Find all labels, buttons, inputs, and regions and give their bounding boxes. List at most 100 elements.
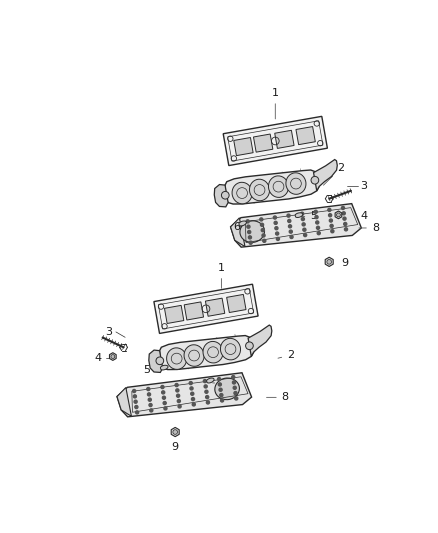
Circle shape <box>276 232 279 235</box>
Circle shape <box>246 342 253 350</box>
Circle shape <box>204 385 207 388</box>
Circle shape <box>328 208 331 212</box>
Polygon shape <box>335 211 342 219</box>
Ellipse shape <box>286 173 306 195</box>
Circle shape <box>289 225 292 228</box>
Polygon shape <box>234 138 253 156</box>
Circle shape <box>263 239 266 243</box>
Polygon shape <box>207 378 214 383</box>
Circle shape <box>342 212 345 215</box>
Circle shape <box>147 387 150 391</box>
Circle shape <box>314 210 317 213</box>
Circle shape <box>276 237 279 240</box>
Circle shape <box>274 221 277 224</box>
Ellipse shape <box>215 378 240 400</box>
Circle shape <box>316 221 319 224</box>
Circle shape <box>134 400 137 403</box>
Polygon shape <box>149 350 162 373</box>
Circle shape <box>191 392 194 395</box>
Circle shape <box>203 379 206 383</box>
Circle shape <box>344 222 347 225</box>
Circle shape <box>218 383 221 386</box>
Text: 8: 8 <box>267 392 289 402</box>
Circle shape <box>248 236 251 239</box>
Polygon shape <box>296 126 315 144</box>
Circle shape <box>178 405 181 408</box>
Ellipse shape <box>184 345 204 366</box>
Text: 1: 1 <box>272 88 279 119</box>
Text: 9: 9 <box>172 442 179 453</box>
Polygon shape <box>226 294 246 312</box>
Ellipse shape <box>203 342 223 363</box>
Circle shape <box>162 396 166 399</box>
Circle shape <box>331 230 334 233</box>
Circle shape <box>233 386 236 389</box>
Text: 8: 8 <box>359 223 379 233</box>
Polygon shape <box>223 116 327 166</box>
Circle shape <box>232 376 235 378</box>
Polygon shape <box>164 305 184 324</box>
Circle shape <box>247 230 251 233</box>
Polygon shape <box>110 353 116 360</box>
Text: 2: 2 <box>323 163 344 185</box>
Ellipse shape <box>240 221 265 243</box>
Circle shape <box>177 394 180 397</box>
Circle shape <box>287 214 290 217</box>
Circle shape <box>304 233 307 237</box>
Circle shape <box>302 223 305 226</box>
Circle shape <box>205 395 209 399</box>
Circle shape <box>164 407 167 410</box>
Circle shape <box>135 406 138 409</box>
Circle shape <box>328 214 332 217</box>
Circle shape <box>222 191 229 199</box>
Circle shape <box>176 389 179 392</box>
Ellipse shape <box>166 348 187 369</box>
Circle shape <box>111 354 115 359</box>
Circle shape <box>206 401 209 404</box>
Text: 3: 3 <box>105 327 112 337</box>
Circle shape <box>233 381 236 384</box>
Circle shape <box>327 260 332 264</box>
Polygon shape <box>230 204 361 247</box>
Circle shape <box>289 230 292 233</box>
Polygon shape <box>230 218 245 247</box>
Circle shape <box>173 430 177 434</box>
Circle shape <box>221 399 224 402</box>
Circle shape <box>300 212 304 215</box>
Circle shape <box>290 236 293 238</box>
Text: 7: 7 <box>212 378 227 389</box>
Text: 6: 6 <box>233 222 240 232</box>
Circle shape <box>192 403 195 406</box>
Polygon shape <box>214 184 228 207</box>
Polygon shape <box>225 170 319 204</box>
Polygon shape <box>325 257 333 266</box>
Circle shape <box>303 228 306 231</box>
Polygon shape <box>117 387 131 416</box>
Circle shape <box>150 409 153 412</box>
Circle shape <box>261 229 264 232</box>
Circle shape <box>301 217 304 221</box>
Polygon shape <box>160 365 168 370</box>
Ellipse shape <box>220 338 240 360</box>
Circle shape <box>149 403 152 407</box>
Circle shape <box>317 227 320 229</box>
Ellipse shape <box>250 179 269 201</box>
Circle shape <box>317 232 320 235</box>
Circle shape <box>343 217 346 220</box>
Circle shape <box>329 219 332 222</box>
Circle shape <box>148 393 151 396</box>
Polygon shape <box>314 159 337 191</box>
Polygon shape <box>239 221 247 226</box>
Circle shape <box>133 395 136 398</box>
Circle shape <box>249 241 252 244</box>
Circle shape <box>260 218 263 221</box>
Ellipse shape <box>268 176 289 197</box>
Ellipse shape <box>232 182 252 204</box>
Polygon shape <box>154 284 258 334</box>
Circle shape <box>311 176 319 184</box>
Circle shape <box>262 234 265 237</box>
Polygon shape <box>205 298 225 316</box>
Text: 2: 2 <box>278 350 294 360</box>
Circle shape <box>191 398 194 401</box>
Circle shape <box>177 400 180 402</box>
